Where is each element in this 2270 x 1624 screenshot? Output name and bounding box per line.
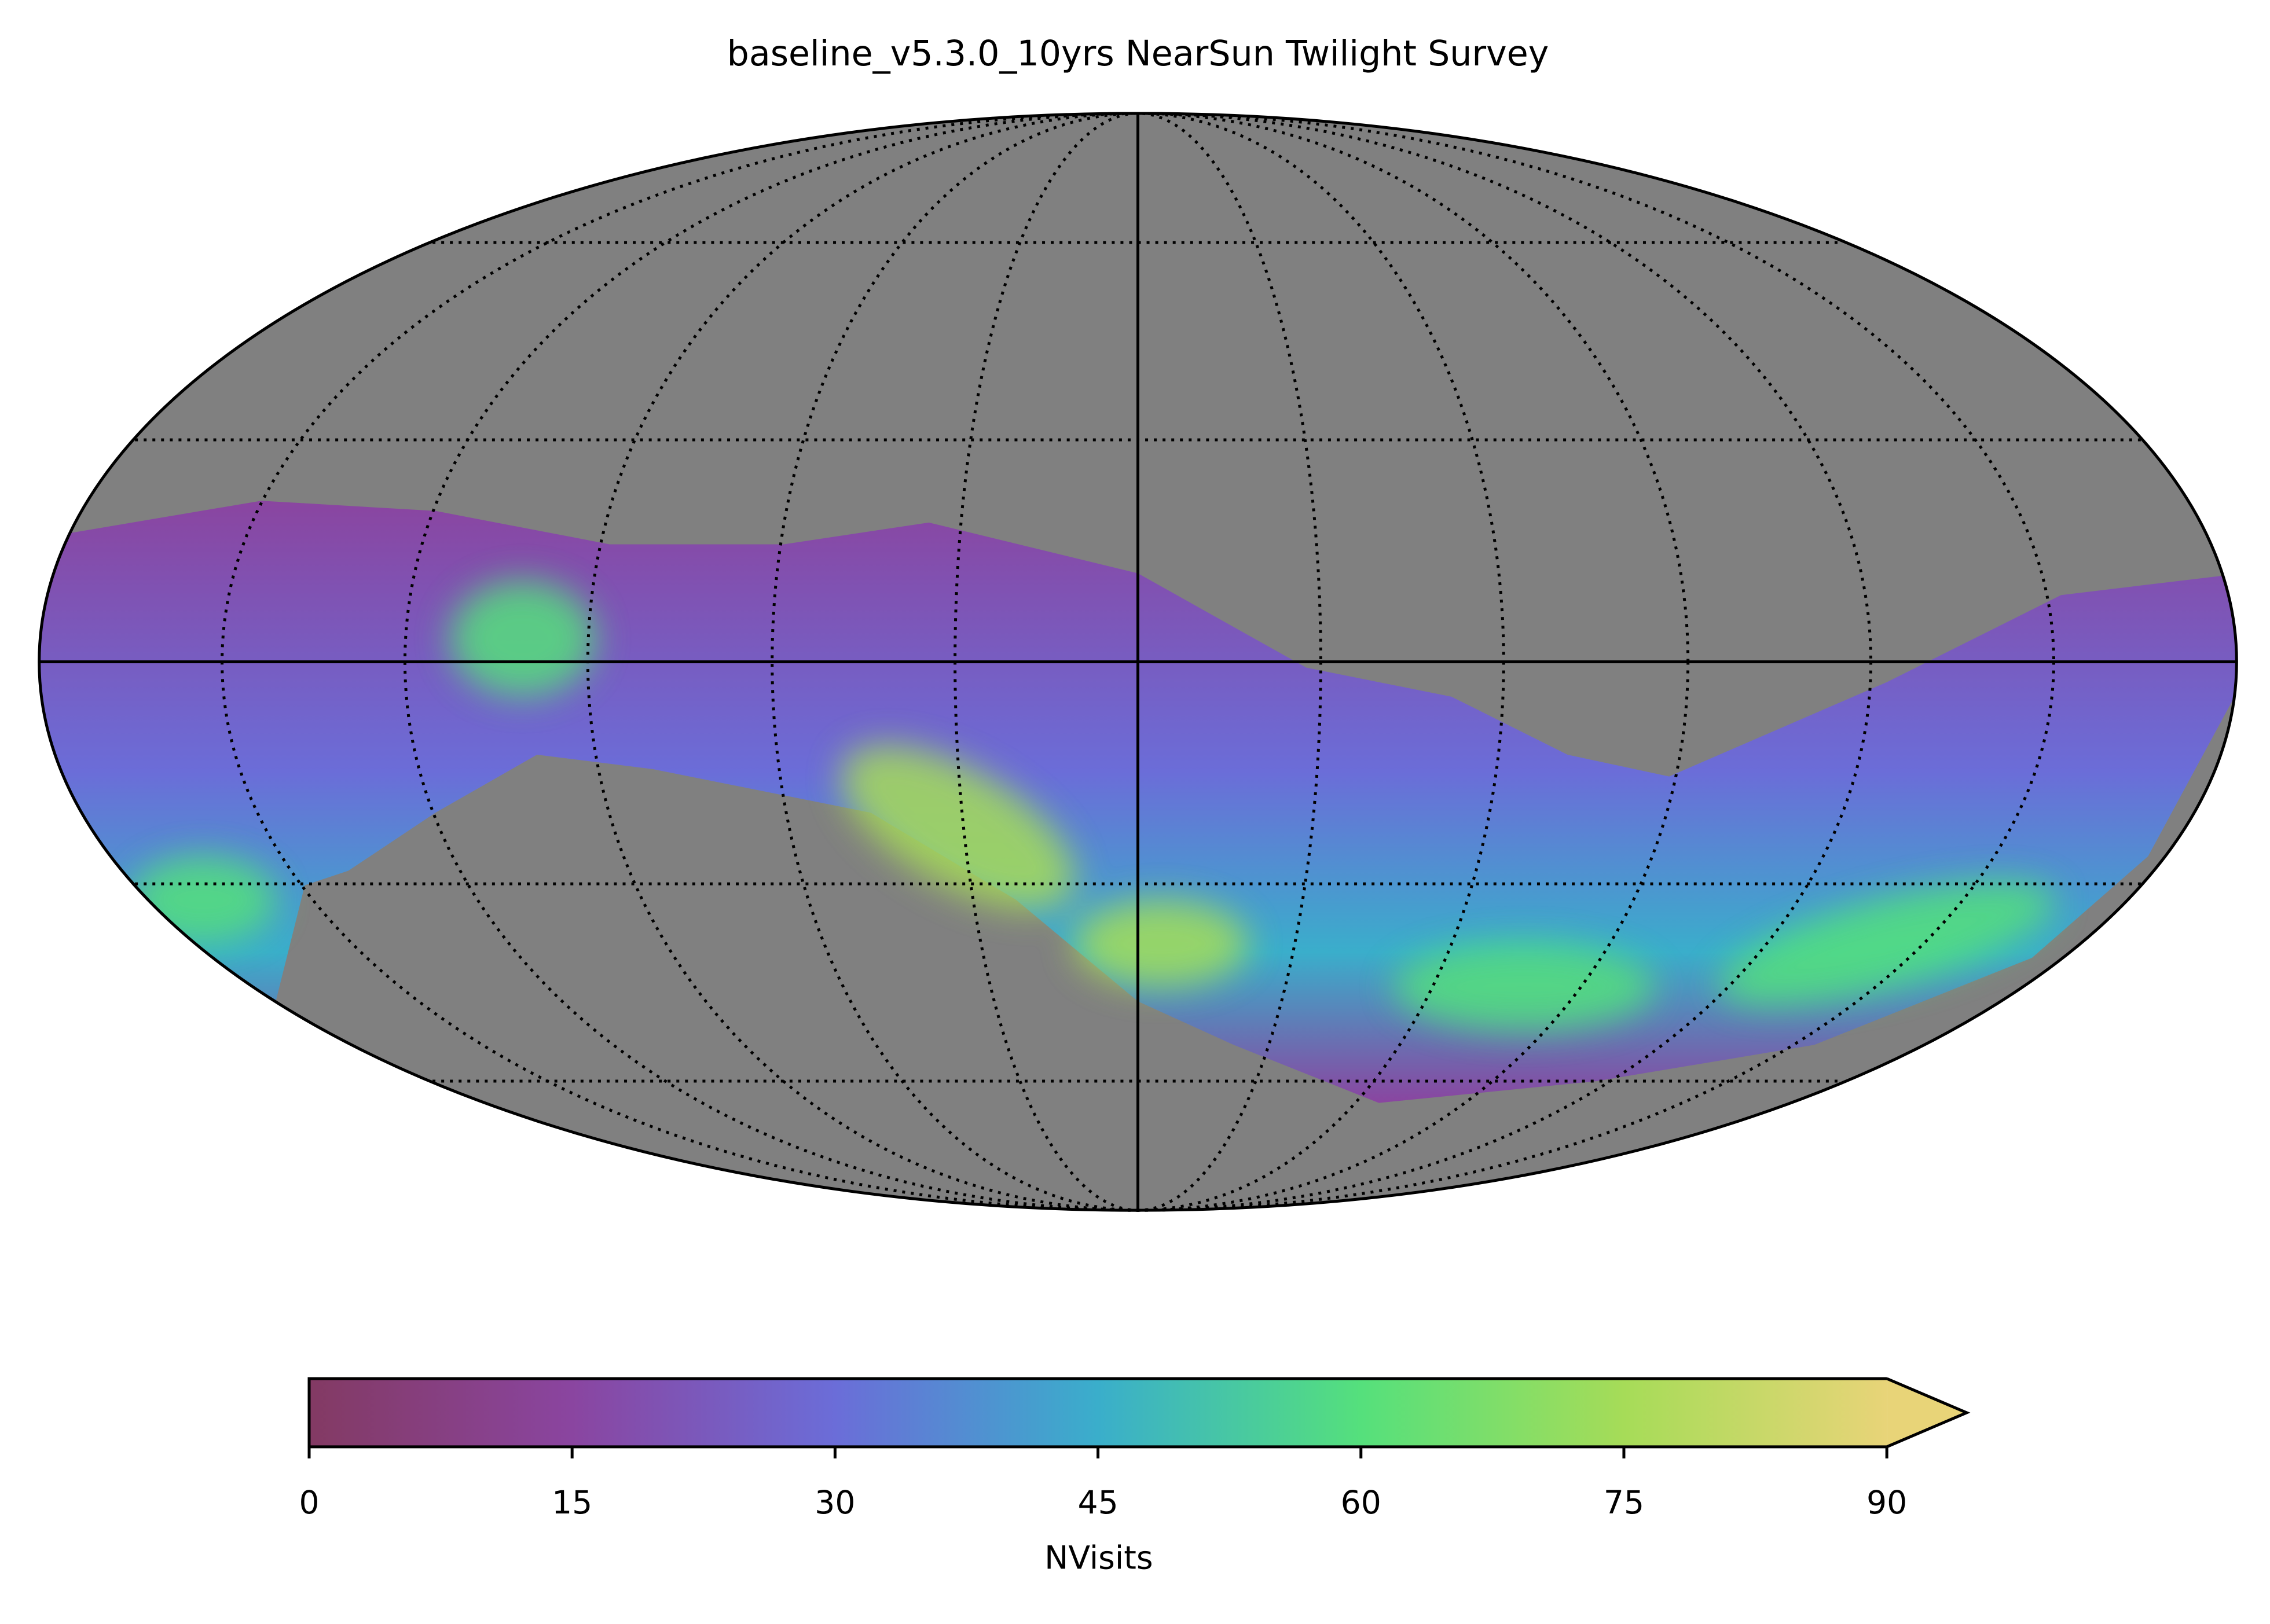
colorbar-gradient: [309, 1378, 1887, 1447]
colorbar-tick-label: 0: [299, 1485, 319, 1522]
colorbar: 0 15 30 45 60 75 90: [299, 1377, 1971, 1522]
colorbar-label: NVisits: [1044, 1540, 1153, 1577]
map-outline: [38, 112, 2238, 1212]
colorbar-tick-label: 30: [815, 1485, 855, 1522]
colorbar-tick-label: 15: [552, 1485, 592, 1522]
colorbar-tick-label: 60: [1341, 1485, 1381, 1522]
axes-lines: [39, 113, 2237, 1211]
colorbar-tick-label: 45: [1077, 1485, 1118, 1522]
chart-title: baseline_v5.3.0_10yrs NearSun Twilight S…: [727, 34, 1549, 74]
sky-map: [38, 112, 2238, 1212]
colorbar-tick-label: 75: [1604, 1485, 1644, 1522]
colorbar-extension: [1887, 1378, 1967, 1447]
colorbar-tick-label: 90: [1866, 1485, 1907, 1522]
